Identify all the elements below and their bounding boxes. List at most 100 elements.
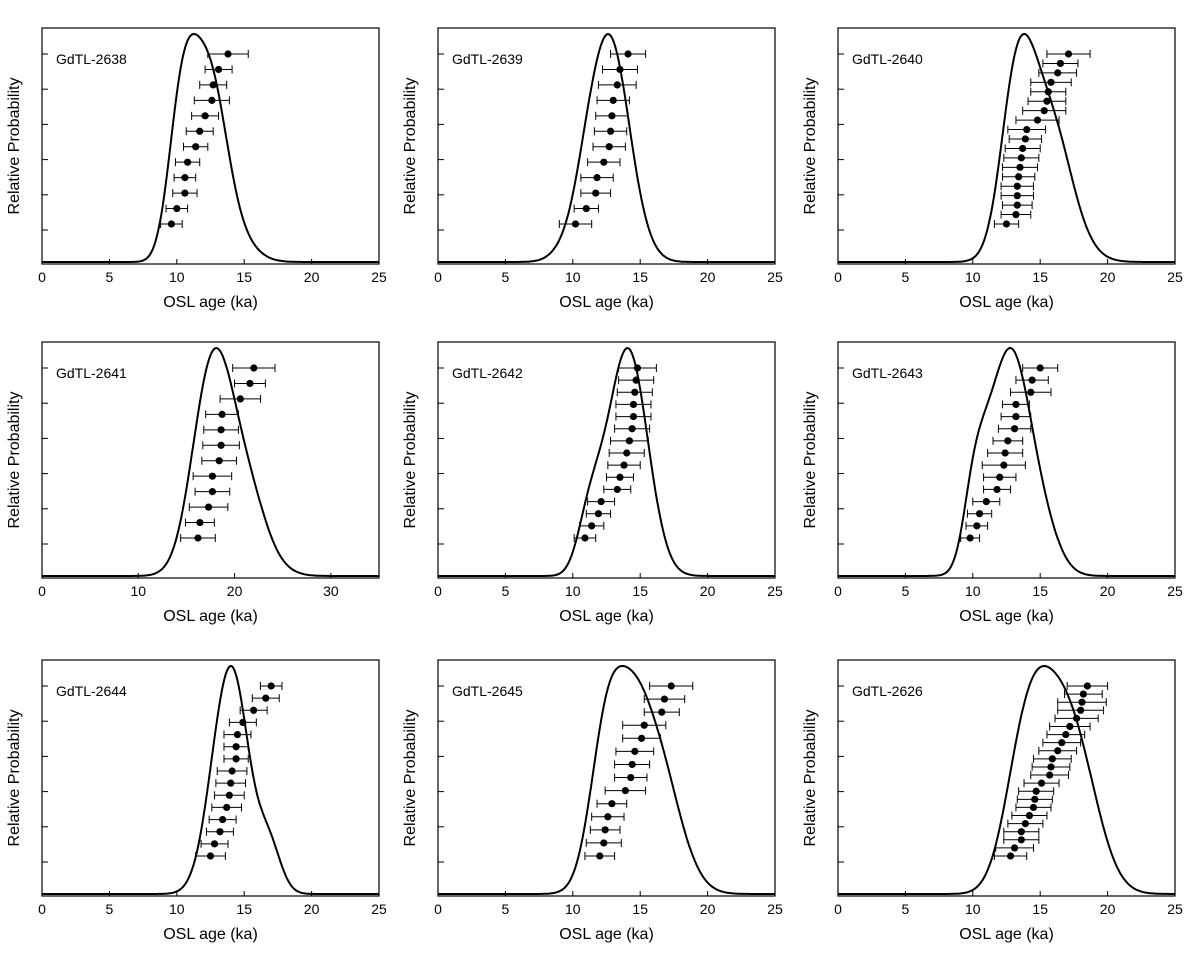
data-point bbox=[199, 80, 228, 89]
point-marker bbox=[217, 426, 225, 434]
x-tick-label: 0 bbox=[834, 583, 842, 599]
data-point bbox=[223, 754, 249, 763]
data-point bbox=[1030, 771, 1070, 780]
point-marker bbox=[1072, 714, 1081, 722]
point-marker bbox=[227, 779, 235, 787]
point-marker bbox=[1013, 201, 1021, 209]
y-axis-label: Relative Probability bbox=[802, 78, 819, 215]
data-point bbox=[214, 791, 245, 800]
data-point bbox=[614, 424, 651, 433]
point-marker bbox=[1006, 852, 1015, 860]
panel-GdTL-2626: 0 5 10 15 20 25 OSL age (ka) Relative Probabili… bbox=[802, 659, 1183, 943]
data-point bbox=[1038, 68, 1078, 77]
point-marker bbox=[1032, 787, 1040, 795]
data-point bbox=[228, 718, 257, 727]
point-marker bbox=[606, 127, 615, 135]
data-point bbox=[194, 487, 231, 496]
data-point bbox=[558, 220, 593, 228]
point-marker bbox=[600, 839, 608, 847]
point-marker bbox=[1012, 400, 1020, 409]
x-tick-label: 10 bbox=[965, 583, 981, 599]
probability-curve bbox=[42, 664, 379, 895]
data-point bbox=[183, 142, 209, 151]
data-point bbox=[1042, 738, 1082, 747]
point-marker bbox=[1004, 437, 1012, 445]
data-point bbox=[614, 773, 648, 782]
point-marker bbox=[225, 791, 233, 799]
data-point bbox=[603, 485, 632, 494]
point-marker bbox=[973, 522, 981, 530]
data-point bbox=[1001, 400, 1030, 409]
data-point bbox=[211, 803, 243, 812]
point-marker bbox=[1025, 811, 1034, 820]
point-marker bbox=[1021, 820, 1029, 828]
sample-label: GdTL-2645 bbox=[452, 683, 523, 699]
x-tick-label: 10 bbox=[565, 583, 581, 599]
data-point bbox=[1010, 388, 1052, 397]
data-point bbox=[993, 220, 1020, 228]
point-marker bbox=[214, 65, 223, 74]
point-marker bbox=[624, 50, 632, 58]
data-point bbox=[1008, 135, 1043, 143]
point-marker bbox=[208, 472, 217, 480]
point-marker bbox=[1078, 698, 1086, 706]
data-point bbox=[601, 65, 639, 74]
point-marker bbox=[581, 534, 589, 542]
data-point bbox=[1001, 172, 1036, 181]
x-tick-label: 0 bbox=[434, 901, 442, 917]
data-point bbox=[1003, 153, 1040, 162]
data-point bbox=[184, 518, 215, 527]
sample-label: GdTL-2640 bbox=[852, 51, 923, 67]
y-axis-label: Relative Probability bbox=[802, 392, 819, 529]
point-marker bbox=[236, 395, 244, 403]
data-point bbox=[1023, 779, 1060, 788]
point-marker bbox=[604, 813, 612, 821]
panel-GdTL-2642: 0 5 10 15 20 25 OSL age (ka) Relative Probabili… bbox=[402, 341, 783, 625]
point-marker bbox=[1017, 154, 1025, 162]
panel-GdTL-2640: 0 5 10 15 20 25 OSL age (ka) Relative Probabili… bbox=[802, 27, 1183, 311]
data-point bbox=[1022, 364, 1059, 372]
point-marker bbox=[1010, 425, 1019, 433]
point-marker bbox=[629, 400, 638, 409]
point-marker bbox=[1012, 412, 1020, 421]
point-marker bbox=[667, 682, 675, 690]
x-axis-label: OSL age (ka) bbox=[163, 926, 258, 943]
data-point bbox=[614, 760, 651, 769]
x-tick-label: 5 bbox=[106, 901, 114, 917]
data-point bbox=[165, 204, 189, 213]
x-tick-label: 25 bbox=[1167, 583, 1183, 599]
data-point bbox=[992, 436, 1024, 445]
data-point bbox=[1054, 714, 1099, 723]
data-point bbox=[1001, 201, 1033, 210]
data-point bbox=[185, 127, 214, 136]
data-point bbox=[1000, 191, 1034, 200]
x-tick-label: 25 bbox=[1167, 269, 1183, 285]
point-marker bbox=[167, 220, 176, 228]
data-point bbox=[1066, 682, 1109, 690]
plot-frame bbox=[437, 659, 776, 897]
data-point bbox=[966, 509, 993, 518]
data-point bbox=[615, 412, 652, 421]
y-axis-label: Relative Probability bbox=[6, 78, 23, 215]
point-marker bbox=[218, 410, 226, 418]
data-point bbox=[201, 456, 237, 465]
point-marker bbox=[1047, 78, 1055, 86]
x-tick-label: 15 bbox=[632, 583, 648, 599]
point-marker bbox=[1010, 844, 1019, 852]
point-marker bbox=[631, 747, 639, 755]
point-marker bbox=[608, 800, 616, 808]
point-marker bbox=[596, 852, 604, 860]
data-point bbox=[618, 376, 655, 385]
x-tick-label: 5 bbox=[902, 583, 910, 599]
data-point bbox=[1007, 819, 1044, 828]
x-tick-label: 20 bbox=[227, 583, 243, 599]
point-marker bbox=[192, 143, 200, 151]
x-tick-label: 20 bbox=[1100, 269, 1116, 285]
data-point bbox=[1015, 376, 1049, 385]
x-axis-label: OSL age (ka) bbox=[959, 926, 1054, 943]
plot-frame bbox=[437, 341, 776, 579]
data-point bbox=[579, 521, 605, 530]
x-tick-label: 25 bbox=[1167, 901, 1183, 917]
probability-curve bbox=[438, 346, 775, 577]
x-axis-label: OSL age (ka) bbox=[163, 608, 258, 625]
